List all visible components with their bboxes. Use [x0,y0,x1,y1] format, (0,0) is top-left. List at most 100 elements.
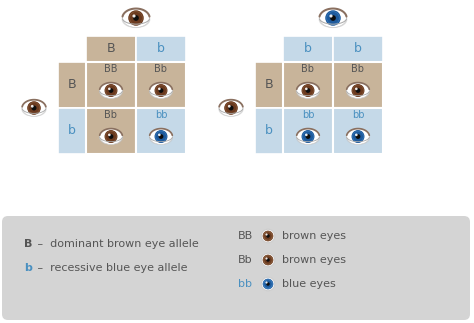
Circle shape [264,232,272,240]
Ellipse shape [149,85,173,99]
Circle shape [330,15,336,21]
Text: Bb: Bb [352,64,365,74]
Circle shape [263,231,273,241]
Ellipse shape [122,8,150,27]
Text: brown eyes: brown eyes [282,231,346,241]
Circle shape [155,85,167,97]
Circle shape [263,279,273,289]
Circle shape [305,133,308,136]
Bar [136,36,186,62]
Text: Bb: Bb [238,255,253,265]
Circle shape [106,131,116,141]
Ellipse shape [100,129,122,144]
Circle shape [106,86,116,96]
Circle shape [109,134,113,139]
Circle shape [31,106,36,110]
Circle shape [303,131,313,141]
Circle shape [266,234,270,238]
Ellipse shape [122,11,150,28]
Circle shape [228,106,234,110]
Bar [255,62,283,108]
Ellipse shape [99,85,123,99]
Circle shape [326,11,340,25]
Bar [58,62,86,108]
Ellipse shape [346,85,370,99]
Circle shape [302,85,314,97]
Circle shape [306,88,310,93]
Text: Bb: Bb [301,64,315,74]
Text: –  dominant brown eye allele: – dominant brown eye allele [34,239,199,249]
Text: B: B [68,78,76,91]
Circle shape [108,133,110,136]
Circle shape [105,85,117,97]
Circle shape [261,229,275,243]
Ellipse shape [22,100,46,116]
Ellipse shape [150,129,173,144]
Text: bb: bb [238,279,252,289]
Bar [58,108,86,154]
Bar [333,62,383,108]
Text: Bb: Bb [104,110,118,120]
Circle shape [156,131,166,141]
Circle shape [31,105,34,108]
Circle shape [265,257,268,260]
Bar [136,108,186,154]
Ellipse shape [319,11,347,28]
Circle shape [130,12,142,24]
Circle shape [356,88,360,93]
Circle shape [355,133,358,136]
Circle shape [228,105,231,108]
Circle shape [155,130,167,142]
Bar [283,36,333,62]
Bar [136,62,186,108]
Circle shape [133,15,139,21]
Circle shape [225,102,237,114]
Ellipse shape [297,129,319,144]
Circle shape [265,281,268,284]
Text: b: b [157,43,165,56]
Circle shape [105,130,117,142]
Circle shape [108,88,110,90]
Text: BB: BB [238,231,253,241]
Circle shape [29,103,39,113]
Ellipse shape [346,83,369,99]
Bar [86,36,136,62]
Text: b: b [68,124,76,138]
Text: Bb: Bb [155,64,167,74]
Ellipse shape [346,131,370,145]
Ellipse shape [100,83,122,99]
Circle shape [129,11,143,25]
Circle shape [306,134,310,139]
Text: blue eyes: blue eyes [282,279,336,289]
Circle shape [353,131,363,141]
Circle shape [109,88,113,93]
Ellipse shape [150,83,173,99]
Circle shape [303,86,313,96]
FancyBboxPatch shape [2,216,470,320]
Ellipse shape [346,129,369,144]
Ellipse shape [296,131,320,145]
Circle shape [156,86,166,96]
Circle shape [352,85,364,97]
Circle shape [159,134,164,139]
Ellipse shape [296,85,320,99]
Circle shape [263,255,273,265]
Ellipse shape [149,131,173,145]
Circle shape [305,88,308,90]
Ellipse shape [219,100,243,116]
Bar [86,108,136,154]
Circle shape [159,88,164,93]
Circle shape [327,12,339,24]
Text: b: b [304,43,312,56]
Circle shape [352,130,364,142]
Bar [255,108,283,154]
Text: BB: BB [104,64,118,74]
Bar [283,62,333,108]
Ellipse shape [99,131,123,145]
Ellipse shape [319,8,346,27]
Text: brown eyes: brown eyes [282,255,346,265]
Bar [86,62,136,108]
Text: bb: bb [155,110,167,120]
Circle shape [158,88,161,90]
Bar [333,108,383,154]
